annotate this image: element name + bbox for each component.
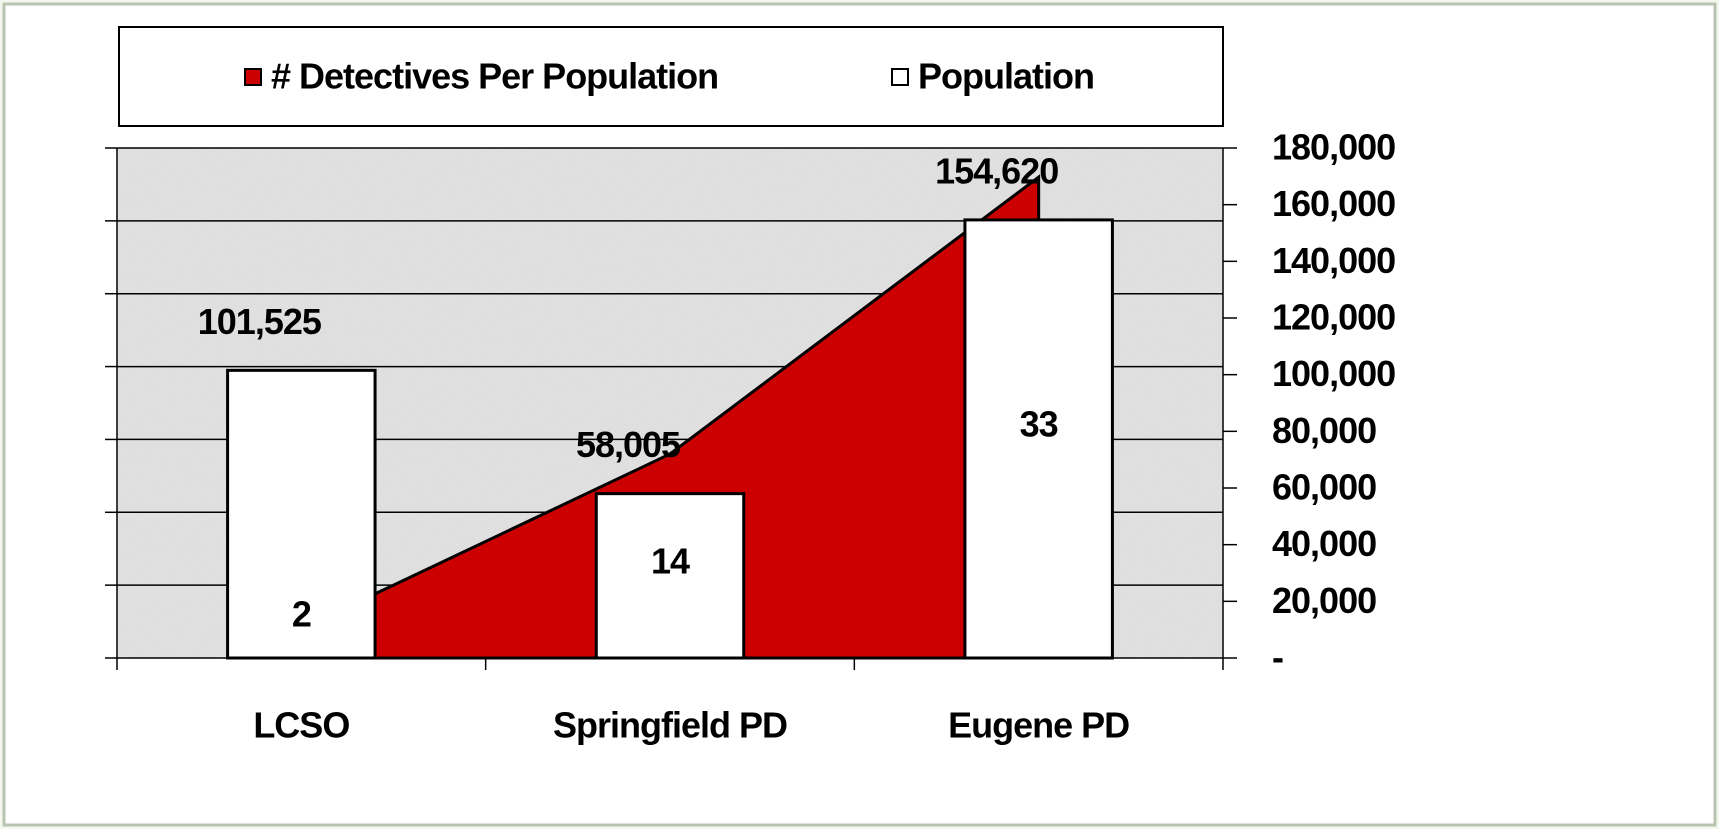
bar-value-label: 154,620 (935, 150, 1058, 191)
y2-tick-label: 120,000 (1272, 297, 1395, 338)
y2-tick-label: 80,000 (1272, 410, 1376, 451)
area-value-label: 2 (292, 593, 311, 634)
y2-tick-label: 100,000 (1272, 353, 1395, 394)
x-tick-label: Eugene PD (948, 705, 1129, 746)
bar (594, 492, 746, 660)
y2-tick-label: 40,000 (1272, 523, 1376, 564)
legend (118, 26, 1224, 127)
legend-label: # Detectives Per Population (271, 56, 718, 97)
y2-tick-label: 140,000 (1272, 240, 1395, 281)
y2-tick-label: 180,000 (1272, 127, 1395, 168)
area-value-label: 33 (1020, 403, 1058, 444)
y2-tick-label: 160,000 (1272, 183, 1395, 224)
legend-label: Population (918, 56, 1094, 97)
bar (963, 218, 1114, 660)
legend-swatch (891, 68, 909, 86)
bar-value-label: 101,525 (198, 301, 322, 342)
y2-tick-label: 20,000 (1272, 580, 1376, 621)
x-tick-label: LCSO (253, 705, 349, 746)
bar (226, 368, 377, 660)
x-tick-label: Springfield PD (553, 705, 787, 746)
bar-value-label: 58,005 (576, 424, 681, 465)
y2-tick-label: 60,000 (1272, 467, 1376, 508)
y2-tick-label: - (1272, 637, 1283, 678)
legend-swatch (244, 68, 262, 86)
area-value-label: 14 (651, 540, 690, 581)
